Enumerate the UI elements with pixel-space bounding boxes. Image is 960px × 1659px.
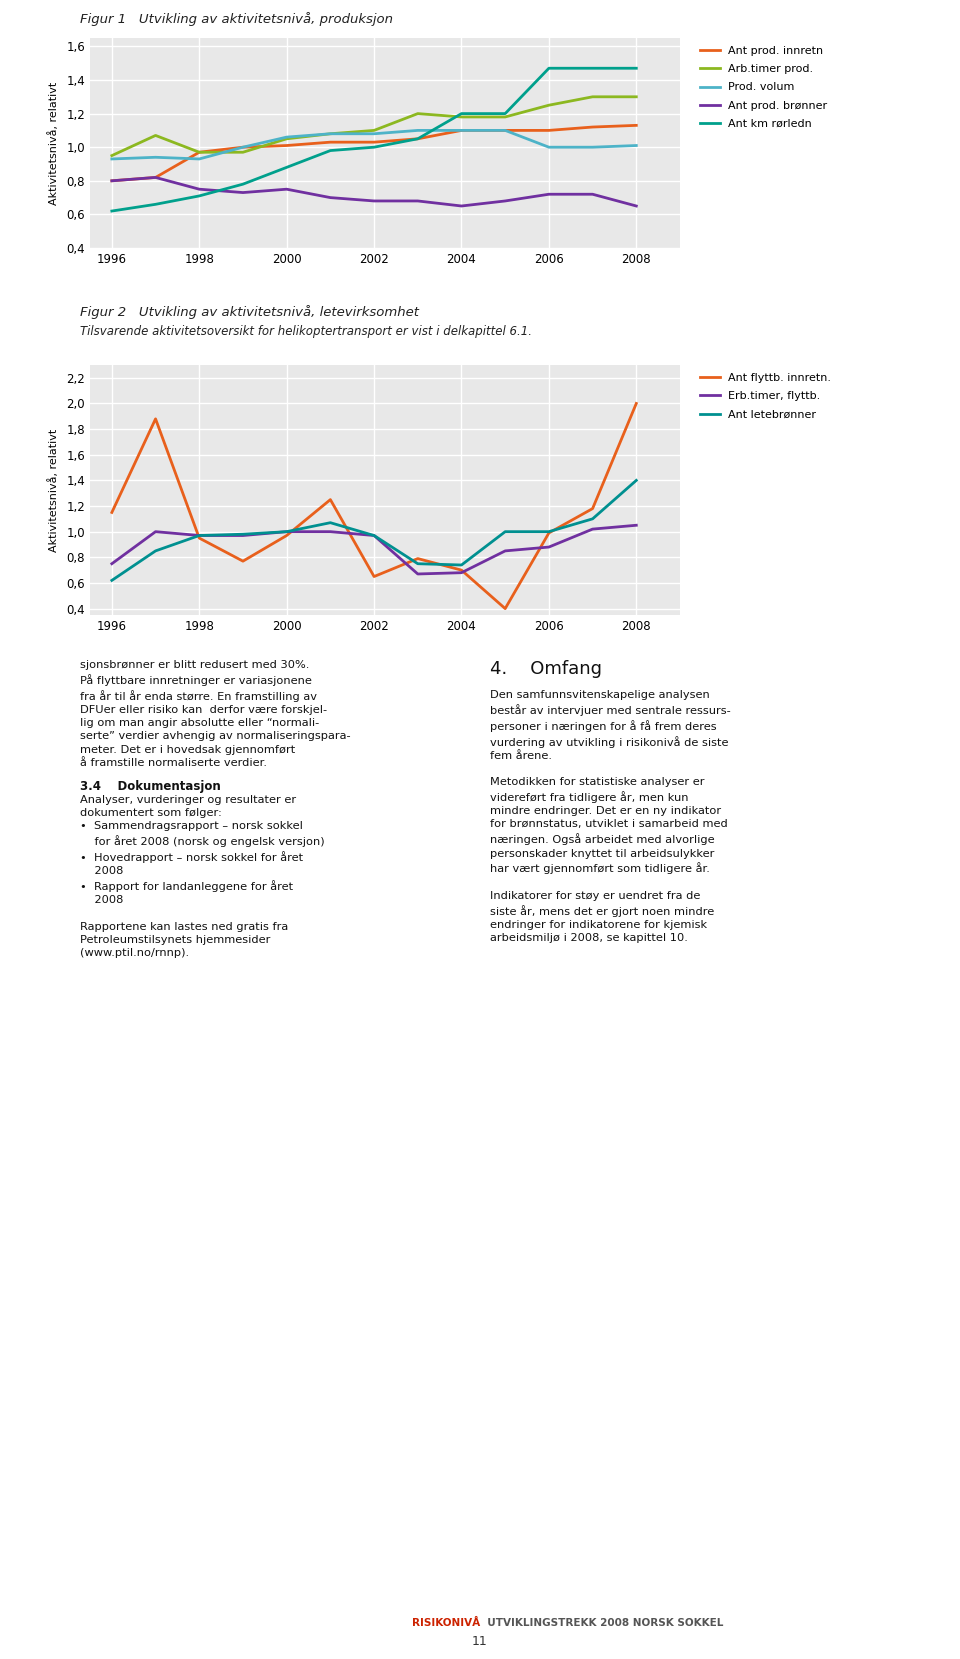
Text: sjonsbrønner er blitt redusert med 30%.
På flyttbare innretninger er variasjonen: sjonsbrønner er blitt redusert med 30%. … [80,660,350,768]
Text: Figur 1   Utvikling av aktivitetsnivå, produksjon: Figur 1 Utvikling av aktivitetsnivå, pro… [80,12,393,27]
Text: RISIKONIVÅ: RISIKONIVÅ [412,1618,480,1627]
Legend: Ant prod. innretn, Arb.timer prod., Prod. volum, Ant prod. brønner, Ant km rørle: Ant prod. innretn, Arb.timer prod., Prod… [697,43,829,131]
Text: Figur 2   Utvikling av aktivitetsnivå, letevirksomhet: Figur 2 Utvikling av aktivitetsnivå, let… [80,305,419,319]
Text: Analyser, vurderinger og resultater er
dokumentert som følger:
•  Sammendragsrap: Analyser, vurderinger og resultater er d… [80,795,324,959]
Text: 3.4    Dokumentasjon: 3.4 Dokumentasjon [80,780,221,793]
Y-axis label: Aktivitetsnivå, relativt: Aktivitetsnivå, relativt [49,428,60,552]
Y-axis label: Aktivitetsnivå, relativt: Aktivitetsnivå, relativt [49,81,60,204]
Text: UTVIKLINGSTREKK 2008 NORSK SOKKEL: UTVIKLINGSTREKK 2008 NORSK SOKKEL [480,1618,724,1627]
Text: 4.    Omfang: 4. Omfang [490,660,602,679]
Text: Den samfunnsvitenskapelige analysen
består av intervjuer med sentrale ressurs-
p: Den samfunnsvitenskapelige analysen best… [490,690,731,942]
Legend: Ant flyttb. innretn., Erb.timer, flyttb., Ant letebrønner: Ant flyttb. innretn., Erb.timer, flyttb.… [697,370,833,421]
Text: 11: 11 [472,1636,488,1647]
Text: Tilsvarende aktivitetsoversikt for helikoptertransport er vist i delkapittel 6.1: Tilsvarende aktivitetsoversikt for helik… [80,325,532,338]
